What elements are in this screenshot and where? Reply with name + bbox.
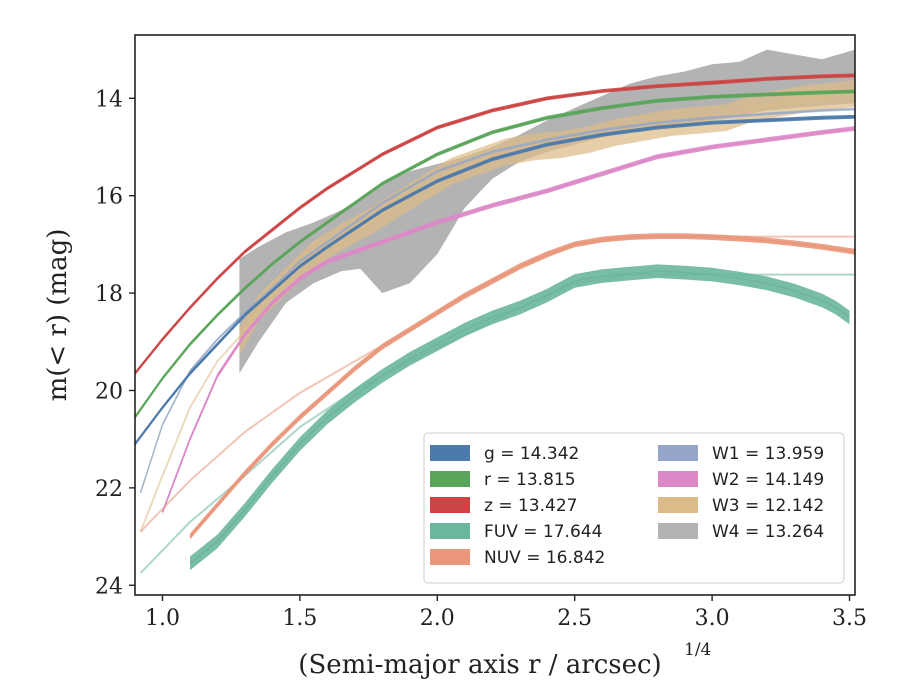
x-tick-label: 2.0 (420, 606, 455, 631)
plot-frame (134, 34, 856, 596)
y-tick-label: 24 (95, 574, 123, 599)
legend-label-w1: W1 = 13.959 (712, 444, 824, 464)
legend-swatch-g (430, 445, 470, 461)
x-axis-label: (Semi-major axis r / arcsec) (298, 650, 661, 680)
series-w3-extrapolation (139, 336, 241, 533)
series-w1-line (139, 108, 855, 493)
legend-swatch-w3 (658, 497, 698, 513)
series-z (135, 73, 855, 376)
series-w4-band (239, 49, 855, 374)
x-tick-label: 3.5 (832, 606, 867, 631)
legend-swatch-w4 (658, 523, 698, 539)
y-tick-label: 18 (95, 282, 123, 307)
series-fuv (139, 264, 855, 574)
legend-label-w3: W3 = 12.142 (712, 496, 824, 516)
data-layer (135, 49, 855, 574)
legend-label-z: z = 13.427 (484, 496, 577, 516)
legend-label-w2: W2 = 14.149 (712, 470, 824, 490)
legend-label-g: g = 14.342 (484, 444, 579, 464)
legend: g = 14.342 r = 13.815 z = 13.427 FUV = 17.6… (423, 432, 845, 584)
series-w2-line (161, 127, 855, 513)
x-tick-label: 2.5 (557, 606, 592, 631)
legend-label-w4: W4 = 13.264 (712, 522, 824, 542)
series-nuv (139, 233, 855, 540)
legend-swatch-fuv (430, 523, 470, 539)
legend-swatch-nuv (430, 549, 470, 565)
legend-swatch-w1 (658, 445, 698, 461)
series-r (135, 89, 855, 420)
series-g (135, 114, 855, 447)
y-axis-label: m(< r) (mag) (43, 229, 73, 402)
series-z-line (135, 74, 855, 374)
x-tick-label: 3.0 (695, 606, 730, 631)
series-w4 (239, 49, 855, 374)
series-w2 (161, 126, 855, 515)
x-axis-label-superscript: 1/4 (684, 640, 711, 660)
series-nuv-line (189, 235, 855, 538)
legend-swatch-r (430, 471, 470, 487)
legend-label-nuv: NUV = 16.842 (484, 548, 605, 568)
ticks-layer: 1.0 1.5 2.0 2.5 3.0 3.5 14 16 18 20 22 24 (95, 87, 867, 631)
x-tick-label: 1.5 (282, 606, 317, 631)
series-fuv-band (190, 264, 850, 571)
series-fuv-line (189, 270, 850, 564)
legend-box (423, 432, 845, 584)
series-w1 (139, 107, 855, 495)
y-tick-label: 20 (95, 379, 123, 404)
y-tick-label: 22 (95, 477, 123, 502)
x-tick-label: 1.0 (145, 606, 180, 631)
legend-label-fuv: FUV = 17.644 (484, 522, 602, 542)
legend-swatch-w2 (658, 471, 698, 487)
legend-swatch-z (430, 497, 470, 513)
series-g-line (135, 116, 855, 445)
legend-label-r: r = 13.815 (484, 470, 576, 490)
y-tick-label: 14 (95, 87, 123, 112)
series-r-line (135, 90, 855, 418)
y-tick-label: 16 (95, 185, 123, 210)
